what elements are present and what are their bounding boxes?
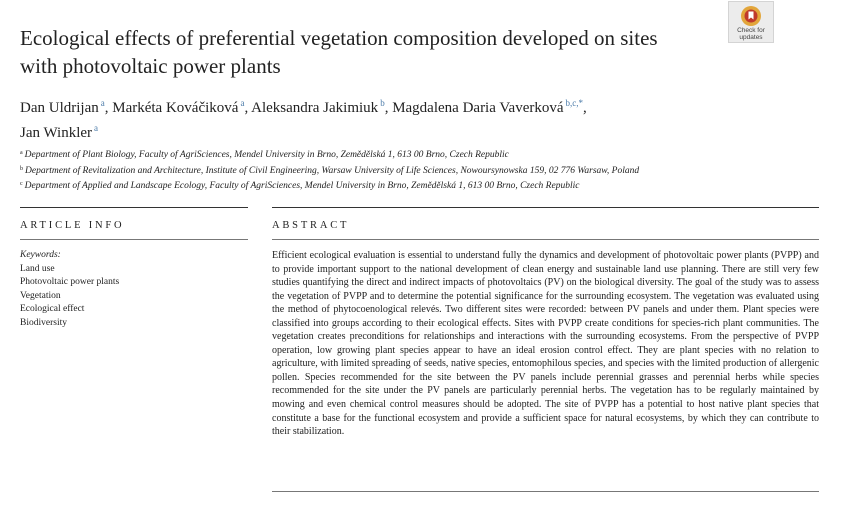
crossmark-icon bbox=[741, 6, 761, 26]
abstract-heading: ABSTRACT bbox=[272, 220, 350, 231]
article-info-heading: ARTICLE INFO bbox=[20, 220, 125, 231]
keyword-item: Biodiversity bbox=[20, 317, 67, 328]
badge-label-2: updates bbox=[739, 34, 763, 41]
keyword-item: Photovoltaic power plants bbox=[20, 277, 120, 287]
author-affiliation-marker[interactable]: b bbox=[380, 98, 385, 108]
author-name[interactable]: Aleksandra Jakimiuk bbox=[251, 100, 379, 116]
author-affiliation-marker[interactable]: a bbox=[100, 98, 105, 108]
affiliation-list: a Department of Plant Biology, Faculty of… bbox=[20, 147, 820, 194]
affiliation-item: c Department of Applied and Landscape Eco… bbox=[20, 181, 580, 191]
divider bbox=[272, 239, 819, 240]
article-title: Ecological effects of preferential veget… bbox=[20, 24, 720, 80]
affiliation-item: a Department of Plant Biology, Faculty of… bbox=[20, 150, 509, 160]
author-affiliation-marker[interactable]: a bbox=[240, 98, 245, 108]
author-name[interactable]: Dan Uldrijan bbox=[20, 100, 99, 116]
divider bbox=[272, 207, 819, 208]
affiliation-item: b Department of Revitalization and Archit… bbox=[20, 165, 640, 176]
keywords-label: Keywords: bbox=[20, 250, 61, 260]
divider bbox=[20, 239, 248, 240]
author-name[interactable]: Jan Winkler bbox=[20, 125, 93, 141]
abstract-text: Efficient ecological evaluation is essen… bbox=[272, 250, 819, 438]
divider bbox=[272, 491, 819, 492]
author-affiliation-marker[interactable]: b,c,* bbox=[565, 98, 584, 108]
keywords-section: Keywords: Land use Photovoltaic power pl… bbox=[20, 249, 248, 330]
keyword-item: Vegetation bbox=[20, 290, 61, 301]
keyword-item: Land use bbox=[20, 263, 55, 274]
author-affiliation-marker[interactable]: a bbox=[94, 123, 99, 133]
check-for-updates-button[interactable]: Check for updates bbox=[728, 1, 774, 43]
author-name[interactable]: Markéta Kováčiková bbox=[112, 100, 239, 116]
keyword-item: Ecological effect bbox=[20, 304, 85, 314]
divider bbox=[20, 207, 248, 208]
title-line-2: with photovoltaic power plants bbox=[20, 54, 281, 78]
badge-label-1: Check for bbox=[737, 27, 765, 34]
title-line-1: Ecological effects of preferential veget… bbox=[20, 26, 658, 50]
author-list: Dan Uldrijan a, Markéta Kováčiková a, Alek… bbox=[20, 98, 587, 141]
author-name[interactable]: Magdalena Daria Vaverková bbox=[392, 100, 564, 116]
